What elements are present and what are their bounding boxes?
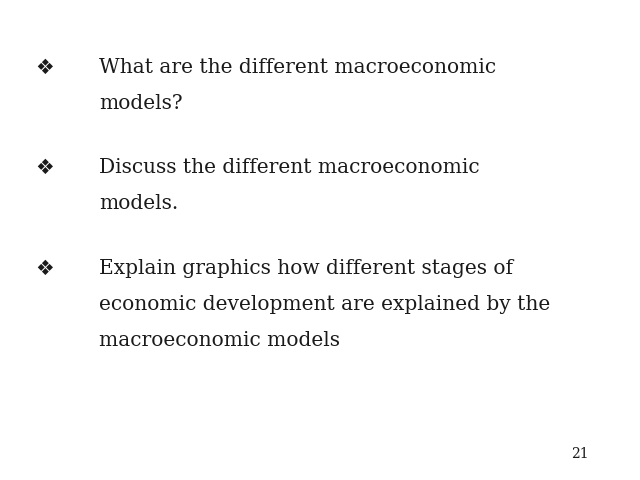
Text: ❖: ❖ (35, 158, 54, 179)
Text: models?: models? (99, 94, 183, 113)
Text: Discuss the different macroeconomic: Discuss the different macroeconomic (99, 158, 480, 178)
Text: ❖: ❖ (35, 58, 54, 78)
Text: models.: models. (99, 194, 179, 214)
Text: Explain graphics how different stages of: Explain graphics how different stages of (99, 259, 513, 278)
Text: economic development are explained by the: economic development are explained by th… (99, 295, 550, 314)
Text: 21: 21 (571, 447, 589, 461)
Text: macroeconomic models: macroeconomic models (99, 331, 340, 350)
Text: What are the different macroeconomic: What are the different macroeconomic (99, 58, 497, 77)
Text: ❖: ❖ (35, 259, 54, 279)
